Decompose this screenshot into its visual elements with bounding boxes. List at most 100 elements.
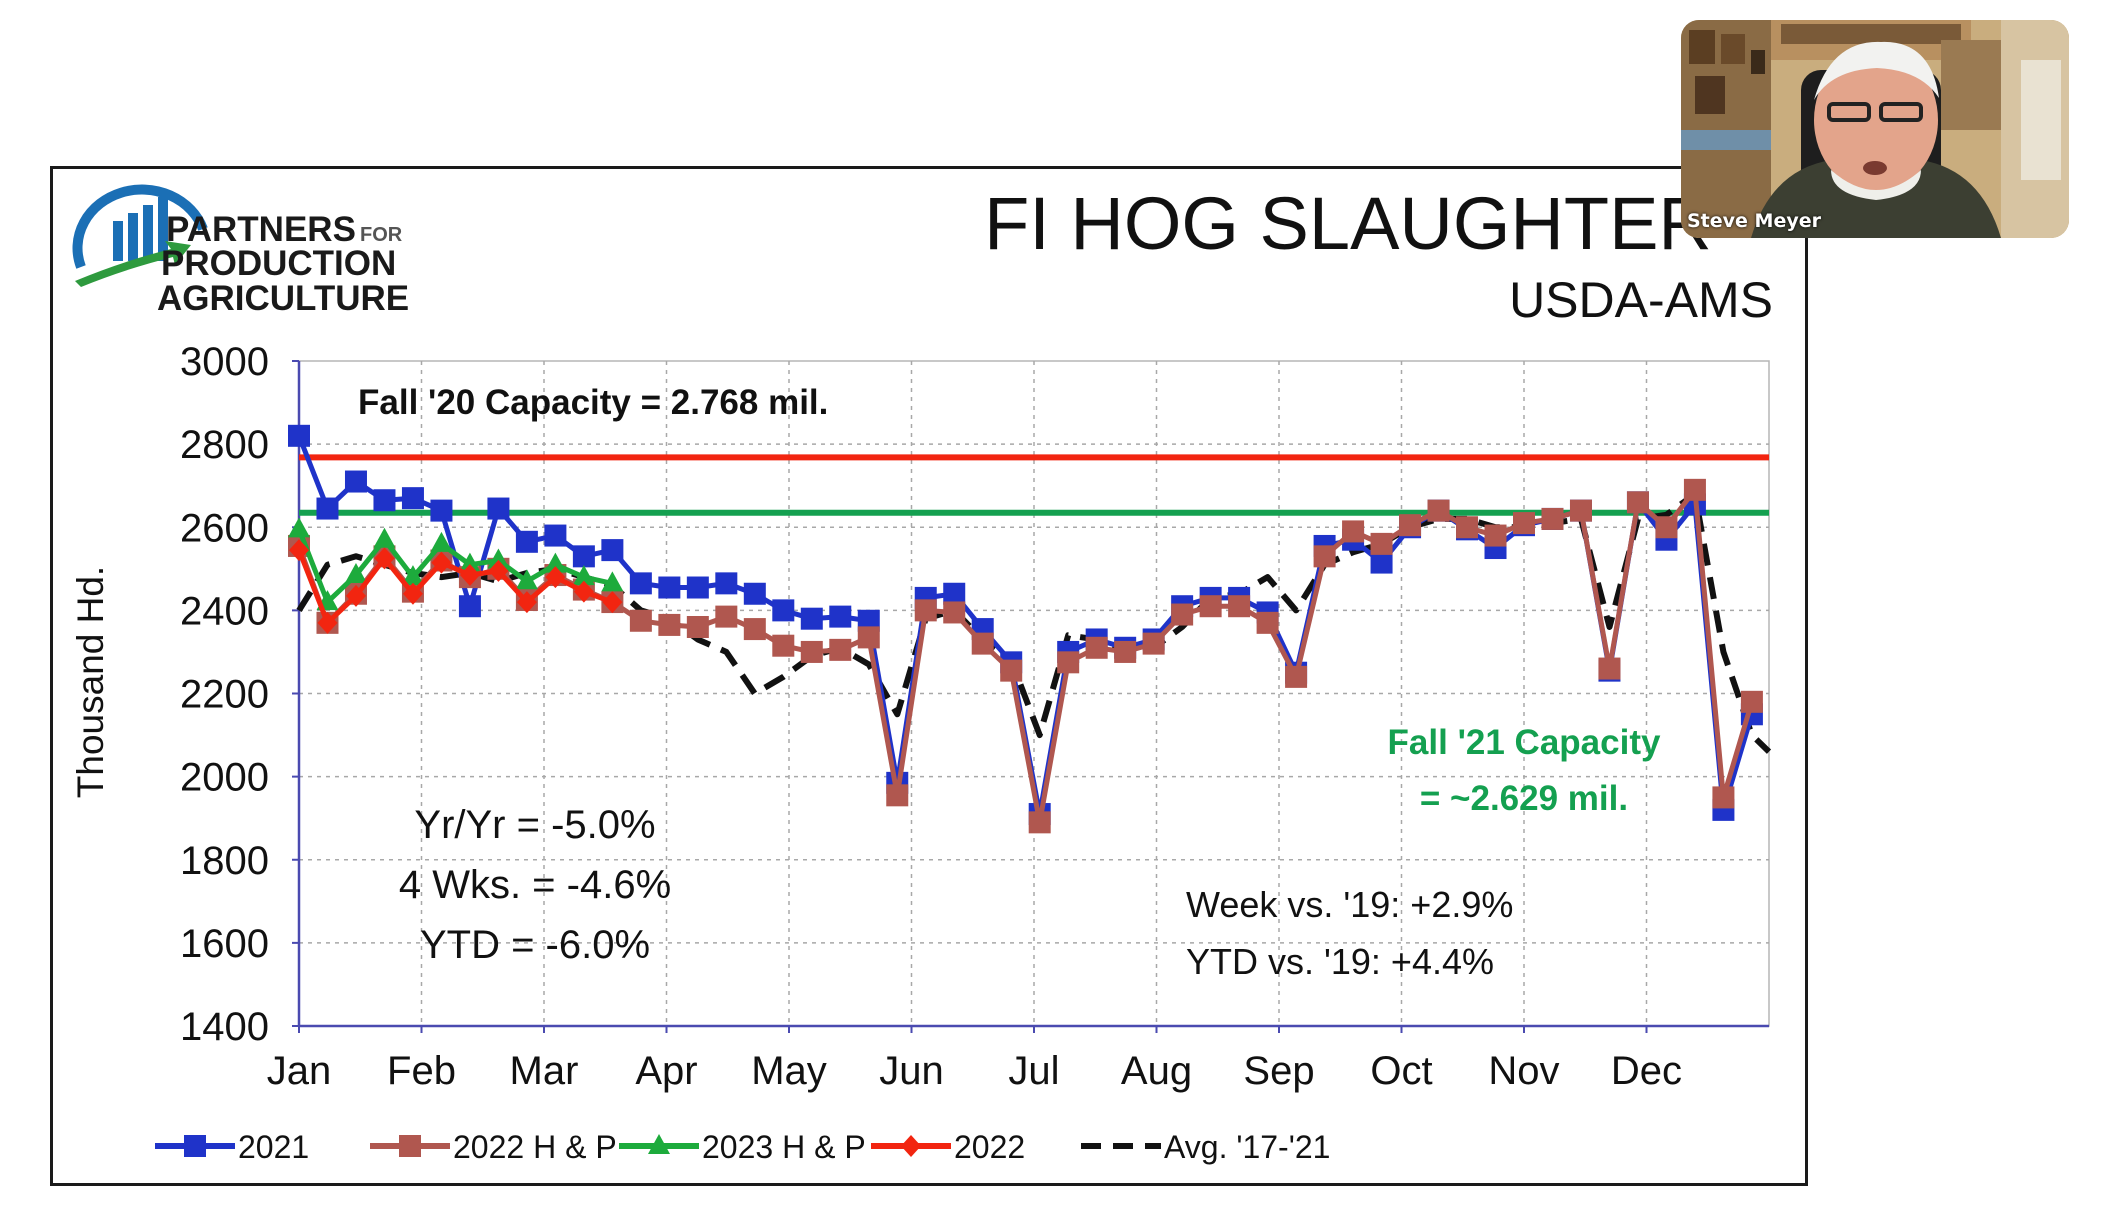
week-vs-19-annotation: Week vs. '19: +2.9% [1186,884,1513,925]
point-2022 [545,566,566,589]
legend-swatch-marker [184,1135,206,1157]
point-2022-h-p [914,599,937,622]
logo-production: PRODUCTION [161,244,396,283]
point-2023-h-p [544,552,567,573]
point-2022-h-p [1057,651,1080,674]
logo-bar-icon [158,197,168,261]
point-2022-h-p [1712,786,1735,809]
legend-label: Avg. '17-'21 [1164,1129,1330,1165]
point-2021 [601,539,624,562]
point-2022 [573,580,594,603]
x-tick-label: Apr [635,1049,697,1093]
legend-label: 2022 H & P [453,1129,617,1165]
point-2022-h-p [1285,665,1308,688]
y-tick-label: 2400 [180,589,269,633]
point-2022 [374,547,395,570]
y-tick-label: 2200 [180,673,269,717]
point-2022-h-p [800,640,823,663]
point-2022-h-p [1171,603,1194,626]
point-2022-h-p [1598,657,1621,680]
point-2022-h-p [715,605,738,628]
point-2021 [288,424,310,447]
point-2021 [430,499,453,522]
x-tick-label: Feb [387,1049,456,1093]
point-2022-h-p [1740,690,1763,713]
point-2022-h-p [1683,478,1706,501]
point-2021 [544,524,567,547]
y-tick-label: 1400 [180,1005,269,1049]
point-2022-h-p [1484,524,1507,547]
point-2023-h-p [373,527,396,548]
legend-swatch-marker [901,1135,921,1157]
point-2021 [401,487,424,510]
point-2021 [686,576,709,599]
point-2023-h-p [430,531,453,552]
legend-label: 2023 H & P [702,1129,866,1165]
point-2021 [487,497,510,520]
logo-arrow-icon [75,241,191,287]
y-tick-label: 1800 [180,839,269,883]
point-2021 [743,582,766,605]
point-2021 [316,497,339,520]
logo-agriculture: AGRICULTURE [157,279,409,318]
logo-bar-icon [128,213,138,261]
point-2023-h-p [515,569,538,590]
grid [292,360,1770,1033]
legend-swatch-marker [399,1135,421,1157]
point-2022-h-p [1427,499,1450,522]
y-tick-label: 2600 [180,506,269,550]
logo: PARTNERS FOR PRODUCTION AGRICULTURE [72,184,409,318]
logo-arc-icon [72,184,208,269]
point-2022-h-p [772,634,795,657]
point-2022-h-p [1199,595,1222,618]
point-2022 [317,611,338,634]
x-tick-label: Jan [267,1049,332,1093]
chart: PARTNERS FOR PRODUCTION AGRICULTURE FI H… [70,182,1773,1165]
point-2022-h-p [971,632,994,655]
point-2022 [289,539,309,562]
point-2022-h-p [1142,632,1165,655]
x-tick-label: Aug [1121,1049,1192,1093]
slide: PARTNERS FOR PRODUCTION AGRICULTURE FI H… [50,166,1808,1186]
participant-name: Steve Meyer [1687,210,1821,232]
point-2021 [829,605,852,628]
fall20-capacity-label: Fall '20 Capacity = 2.768 mil. [358,383,828,422]
point-2021 [458,595,481,618]
point-2022 [516,591,537,614]
point-2022 [459,564,480,587]
reference-lines [299,454,1769,516]
y-tick-label: 3000 [180,340,269,384]
point-2022-h-p [658,613,681,636]
point-2022-h-p [1228,595,1251,618]
point-2021 [344,470,367,493]
point-2022-h-p [1313,545,1336,568]
point-2022-h-p [1399,514,1422,537]
point-2021 [715,572,738,595]
point-2023-h-p [601,571,624,592]
point-2022-h-p [1028,811,1051,834]
x-tick-label: Mar [510,1049,579,1093]
ytd-annotation: YTD = -6.0% [420,923,650,967]
x-tick-label: Jul [1008,1049,1059,1093]
point-2021 [373,489,396,512]
logo-partners: PARTNERS [166,210,356,249]
y-tick-label: 1600 [180,922,269,966]
webcam-video: Steve Meyer [1681,20,2069,238]
point-2022-h-p [1342,520,1365,543]
point-2022-h-p [1256,611,1279,634]
point-2023-h-p [487,548,510,569]
x-tick-label: Jun [879,1049,944,1093]
point-2021 [629,572,652,595]
point-2023-h-p [572,565,595,586]
point-2021 [572,545,595,568]
logo-for: FOR [360,224,403,246]
y-tick-labels: 3000 2800 2600 2400 2200 2000 1800 1600 1400 [180,340,269,1049]
fall21-capacity-value: = ~2.629 mil. [1420,779,1628,818]
x-tick-labels: Jan Feb Mar Apr May Jun Jul Aug Sep Oct Nov Dec [267,1049,1682,1093]
legend-label: 2021 [238,1129,309,1165]
point-2022 [402,582,423,605]
point-2021 [1370,551,1393,574]
chart-subtitle: USDA-AMS [1509,272,1773,328]
point-2022-h-p [1114,640,1137,663]
series [288,424,1772,834]
